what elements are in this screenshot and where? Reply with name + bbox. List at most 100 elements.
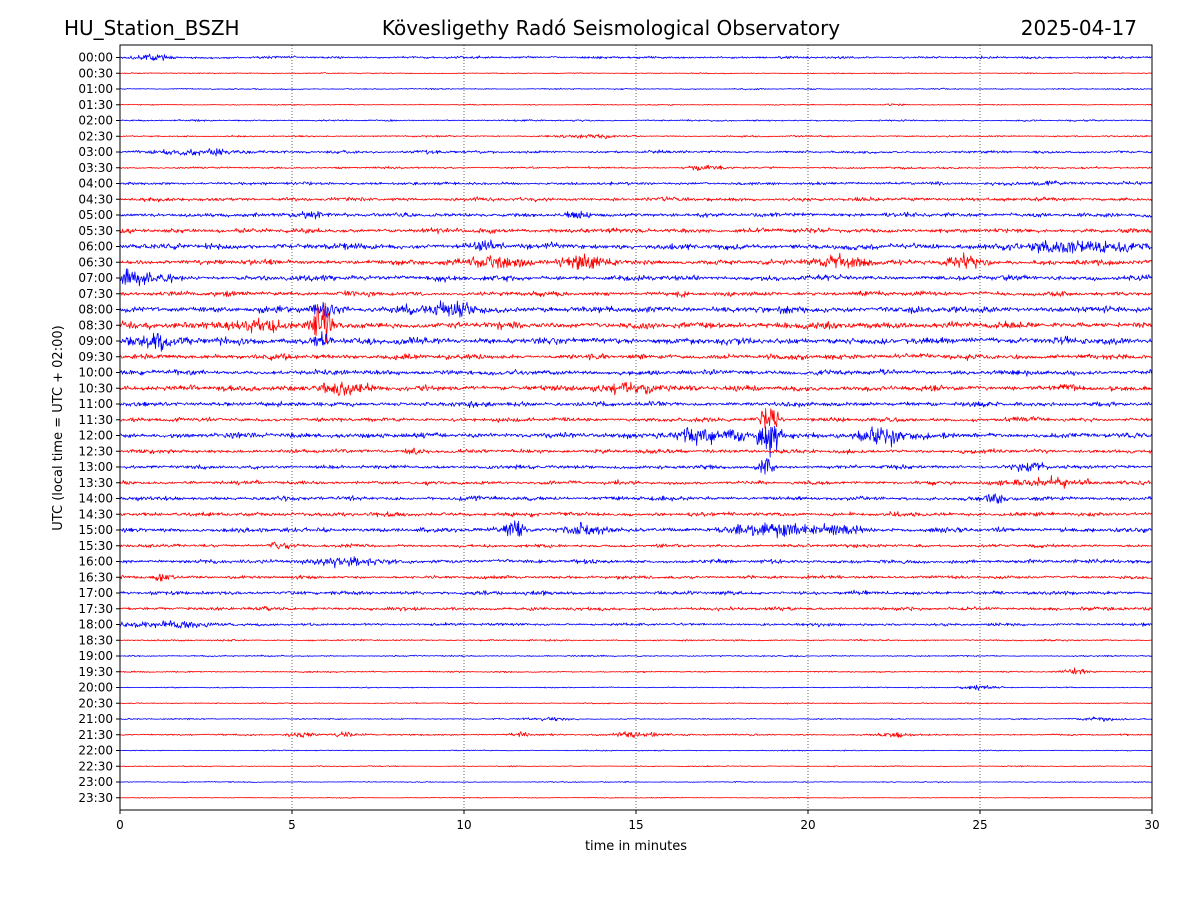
y-tick-label: 18:00 [78, 618, 113, 632]
trace-1200 [119, 425, 1153, 458]
trace-1530 [119, 541, 1153, 550]
trace-0400 [119, 180, 1153, 186]
y-tick-label: 08:00 [78, 303, 113, 317]
y-tick-label: 20:00 [78, 681, 113, 695]
trace-1630 [119, 573, 1153, 582]
x-tick-label: 25 [972, 818, 987, 832]
trace-0430 [119, 196, 1153, 203]
y-tick-label: 02:30 [78, 129, 113, 143]
x-axis-ticks: 0 5 10 15 20 25 30 [116, 810, 1160, 832]
trace-0830 [119, 302, 1153, 344]
trace-1030 [119, 381, 1153, 397]
x-tick-label: 20 [800, 818, 815, 832]
y-tick-label: 13:00 [78, 460, 113, 474]
trace-2000 [119, 684, 1153, 691]
trace-0630 [119, 252, 1153, 271]
y-tick-label: 13:30 [78, 476, 113, 490]
x-tick-label: 30 [1144, 818, 1159, 832]
trace-1830 [119, 638, 1153, 642]
y-tick-label: 15:00 [78, 523, 113, 537]
trace-1000 [119, 368, 1153, 377]
trace-1100 [119, 400, 1153, 409]
trace-0800 [119, 300, 1153, 318]
y-tick-label: 05:30 [78, 224, 113, 238]
trace-0600 [119, 239, 1153, 254]
y-axis-label: UTC (local time = UTC + 02:00) [51, 325, 66, 530]
x-tick-label: 15 [628, 818, 643, 832]
y-tick-label: 03:00 [78, 145, 113, 159]
trace-2230 [119, 765, 1153, 768]
y-tick-label: 01:00 [78, 82, 113, 96]
trace-1330 [119, 474, 1153, 489]
trace-2300 [119, 780, 1153, 784]
trace-0900 [119, 331, 1153, 352]
y-tick-label: 19:30 [78, 665, 113, 679]
y-tick-label: 16:00 [78, 555, 113, 569]
y-tick-label: 00:00 [78, 51, 113, 65]
y-tick-label: 00:30 [78, 66, 113, 80]
y-tick-label: 16:30 [78, 570, 113, 584]
y-tick-label: 04:00 [78, 177, 113, 191]
trace-0100 [119, 87, 1153, 91]
y-tick-label: 20:30 [78, 696, 113, 710]
y-tick-label: 11:00 [78, 397, 113, 411]
trace-0330 [119, 164, 1153, 172]
x-axis-label: time in minutes [585, 839, 687, 854]
trace-1300 [119, 457, 1153, 475]
y-tick-label: 14:30 [78, 507, 113, 521]
y-tick-label: 14:00 [78, 492, 113, 506]
trace-1930 [119, 667, 1153, 675]
y-tick-label: 09:30 [78, 350, 113, 364]
traces [119, 53, 1153, 799]
y-tick-label: 10:00 [78, 366, 113, 380]
trace-0930 [119, 352, 1153, 362]
trace-2200 [119, 749, 1153, 752]
y-tick-label: 01:30 [78, 98, 113, 112]
trace-1600 [119, 556, 1153, 569]
y-tick-label: 21:00 [78, 712, 113, 726]
trace-1730 [119, 606, 1153, 612]
trace-0130 [119, 103, 1153, 107]
y-tick-label: 06:30 [78, 255, 113, 269]
y-tick-label: 10:30 [78, 381, 113, 395]
trace-0200 [119, 118, 1153, 122]
observatory-title: Kövesligethy Radó Seismological Observat… [382, 16, 840, 40]
trace-2330 [120, 796, 1153, 799]
y-tick-label: 07:30 [78, 287, 113, 301]
trace-0300 [119, 148, 1153, 157]
y-tick-label: 05:00 [78, 208, 113, 222]
y-tick-label: 07:00 [78, 271, 113, 285]
trace-1700 [119, 589, 1153, 596]
trace-0230 [119, 133, 1153, 140]
x-tick-label: 0 [116, 818, 124, 832]
y-tick-label: 15:30 [78, 539, 113, 553]
trace-0030 [119, 72, 1153, 75]
y-tick-label: 06:00 [78, 240, 113, 254]
trace-1130 [119, 408, 1153, 429]
trace-1400 [119, 493, 1153, 504]
y-tick-label: 19:00 [78, 649, 113, 663]
x-tick-label: 5 [288, 818, 296, 832]
trace-1500 [119, 520, 1153, 539]
trace-1230 [119, 447, 1153, 455]
y-tick-label: 22:30 [78, 759, 113, 773]
trace-2100 [119, 716, 1153, 722]
y-tick-label: 12:30 [78, 444, 113, 458]
trace-0530 [119, 227, 1153, 235]
y-tick-label: 12:00 [78, 429, 113, 443]
trace-0730 [119, 290, 1153, 298]
y-tick-label: 18:30 [78, 633, 113, 647]
trace-0500 [119, 210, 1153, 220]
plot-background [120, 45, 1152, 810]
y-tick-label: 08:30 [78, 318, 113, 332]
trace-1800 [119, 620, 1153, 629]
y-tick-label: 23:00 [78, 775, 113, 789]
date-title: 2025-04-17 [1021, 16, 1137, 40]
y-tick-label: 04:30 [78, 192, 113, 206]
y-tick-label: 22:00 [78, 744, 113, 758]
y-tick-label: 11:30 [78, 413, 113, 427]
trace-1900 [119, 654, 1153, 658]
trace-0700 [119, 268, 1153, 287]
